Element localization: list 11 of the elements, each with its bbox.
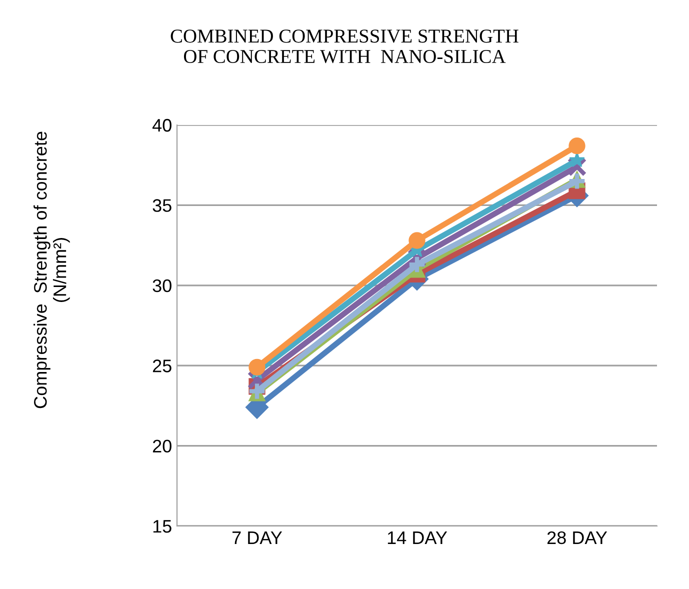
chart-title: COMBINED COMPRESSIVE STRENGTH OF CONCRETE WITH NANO-SILICA	[170, 30, 518, 64]
y-tick-label: 35	[152, 199, 172, 212]
x-tick-label: 14 DAY	[388, 532, 448, 544]
y-tick-label: 20	[152, 440, 172, 453]
y-tick-label: 15	[153, 520, 172, 533]
x-tick-label: 28 DAY	[547, 531, 608, 544]
y-axis-title: Compressive Strength of concrete (N/mm²)	[34, 132, 70, 408]
y-tick-label: 40	[152, 118, 172, 132]
x-tick-label: 7 DAY	[232, 532, 282, 544]
y-tick-label: 30	[152, 279, 172, 292]
y-tick-label: 25	[152, 360, 172, 372]
